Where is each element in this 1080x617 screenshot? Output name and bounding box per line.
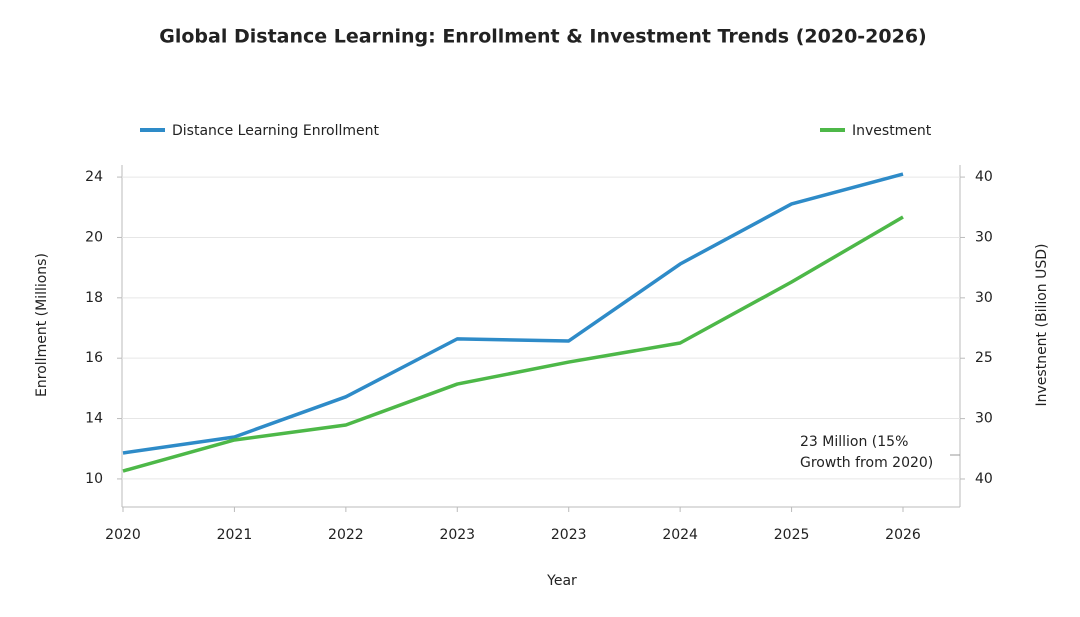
y2-tick-label: 40	[975, 169, 993, 185]
legend-label: Investment	[852, 123, 932, 139]
x-tick-label: 2025	[774, 527, 810, 543]
legend-label: Distance Learning Enrollment	[172, 123, 380, 139]
annotation: 23 Million (15%	[800, 434, 908, 450]
y2-tick-label: 30	[975, 290, 993, 306]
series-line	[122, 215, 904, 473]
y2-axis-label: Investnent (Bilion USD)	[1034, 244, 1050, 407]
annotation: Growth from 2020)	[800, 455, 933, 471]
y2-tick-label: 30	[975, 229, 993, 245]
x-tick-label: 2020	[105, 527, 141, 543]
y-tick-label: 10	[85, 471, 103, 487]
x-axis-label: Year	[546, 573, 577, 589]
x-tick-label: 2026	[885, 527, 921, 543]
y-tick-label: 16	[85, 350, 103, 366]
y-tick-label: 14	[85, 411, 103, 427]
x-tick-label: 2024	[662, 527, 698, 543]
y2-tick-label: 30	[975, 411, 993, 427]
x-tick-label: 2023	[551, 527, 587, 543]
y2-tick-label: 25	[975, 350, 993, 366]
x-tick-label: 2023	[439, 527, 475, 543]
x-tick-label: 2021	[217, 527, 253, 543]
y-axis-label: Enrollment (Millions)	[34, 253, 50, 397]
y-tick-label: 20	[85, 229, 103, 245]
chart-title: Global Distance Learning: Enrollment & I…	[159, 26, 926, 48]
series-line	[122, 172, 904, 455]
x-tick-label: 2022	[328, 527, 364, 543]
y-tick-label: 18	[85, 290, 103, 306]
y-tick-label: 24	[85, 169, 103, 185]
y2-tick-label: 40	[975, 471, 993, 487]
